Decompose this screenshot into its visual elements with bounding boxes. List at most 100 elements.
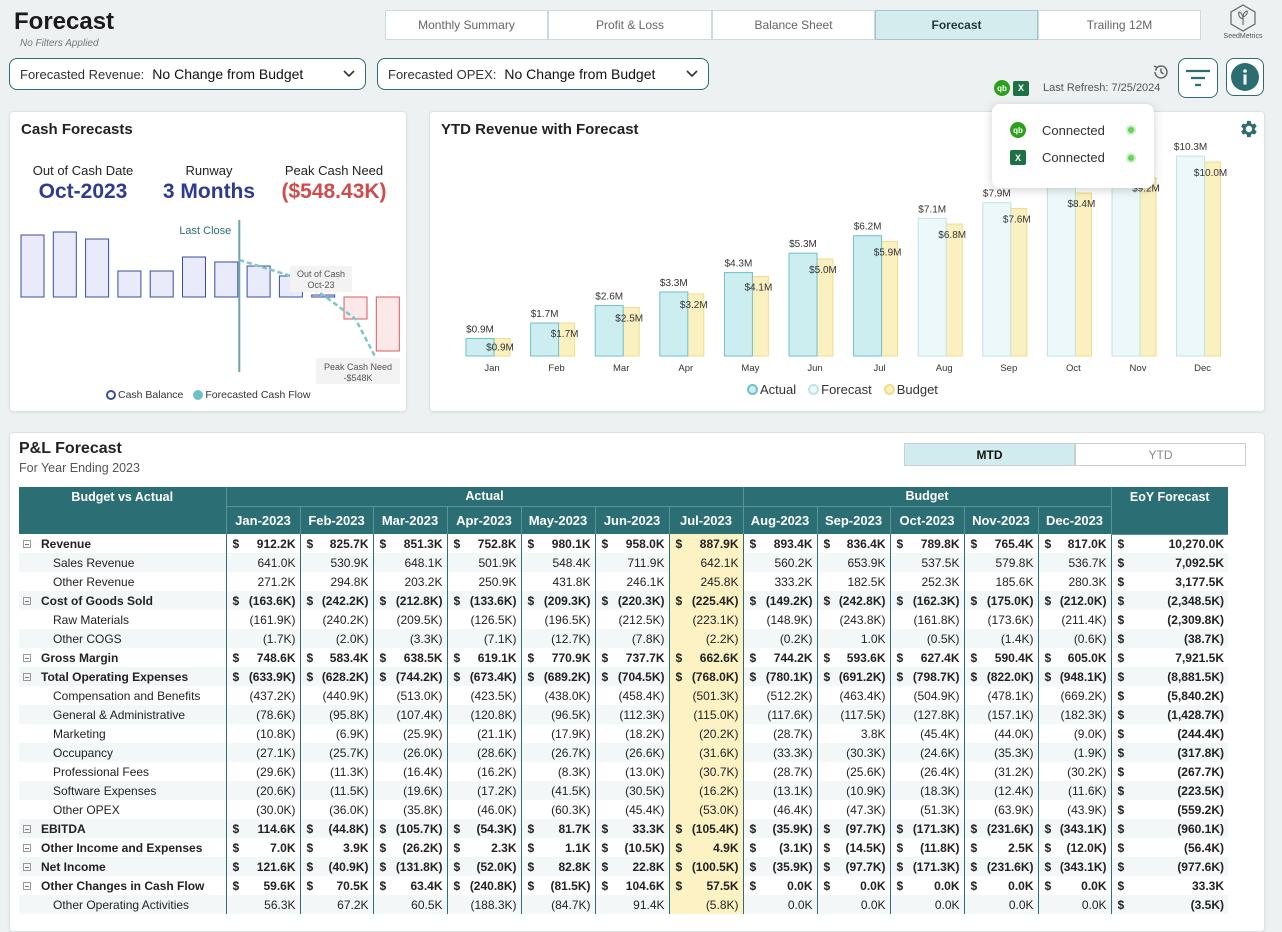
table-cell: (43.9K) bbox=[1037, 800, 1111, 819]
table-cell: (10.8K) bbox=[225, 724, 300, 743]
legend-forecast: Forecast bbox=[821, 382, 872, 397]
table-cell: $0.0K bbox=[963, 876, 1038, 895]
collapse-icon[interactable] bbox=[23, 597, 31, 606]
table-row: Sales Revenue 641.0K 530.9K 648.1K 501.9K 548… bbox=[19, 553, 1228, 572]
eoy-cell: $ (2,309.8K) bbox=[1110, 610, 1228, 629]
table-cell: $ (105.7K) bbox=[372, 819, 447, 838]
table-cell: $70.5K bbox=[299, 876, 373, 895]
table-cell: (84.7K) bbox=[520, 895, 595, 914]
table-cell: 56.3K bbox=[225, 895, 300, 914]
table-cell: (5.8K) bbox=[668, 895, 743, 914]
table-cell: (12.7K) bbox=[520, 629, 595, 648]
filter-button[interactable] bbox=[1178, 58, 1218, 98]
table-cell: 203.2K bbox=[372, 572, 447, 591]
row-label-text: Occupancy bbox=[53, 745, 114, 760]
pl-table: Budget vs Actual Actual Budget EoY Forec… bbox=[19, 487, 1228, 914]
table-cell: $3.9K bbox=[299, 838, 373, 857]
row-label-text: Sales Revenue bbox=[53, 555, 135, 570]
row-label[interactable]: Revenue bbox=[19, 534, 226, 553]
row-label-text: General & Administrative bbox=[53, 707, 186, 722]
bar-top-label: $4.3M bbox=[725, 259, 753, 270]
table-cell: (161.9K) bbox=[225, 610, 300, 629]
table-cell: (107.4K) bbox=[372, 705, 447, 724]
bar-top-label: $5.3M bbox=[789, 239, 817, 250]
tab-trailing-12m[interactable]: Trailing 12M bbox=[1038, 10, 1201, 40]
table-cell: 711.9K bbox=[594, 553, 669, 572]
table-cell: $ (35.9K) bbox=[742, 819, 817, 838]
table-cell: (173.6K) bbox=[963, 610, 1038, 629]
budget-label: $7.6M bbox=[1003, 215, 1031, 226]
collapse-icon[interactable] bbox=[23, 540, 31, 549]
table-cell: (31.6K) bbox=[668, 743, 743, 762]
x-tick-label: Oct bbox=[1066, 363, 1081, 374]
table-cell: 271.2K bbox=[225, 572, 300, 591]
row-label[interactable]: Other Income and Expenses bbox=[19, 838, 226, 857]
table-cell: 548.4K bbox=[520, 553, 595, 572]
x-tick-label: Aug bbox=[936, 363, 953, 374]
eoy-cell: $ (8,881.5K) bbox=[1110, 667, 1228, 686]
kpi-out-of-cash: Out of Cash Date Oct-2023 bbox=[22, 163, 144, 204]
table-cell: $ (212.0K) bbox=[1037, 591, 1111, 610]
table-cell: (117.5K) bbox=[816, 705, 890, 724]
cash-bar bbox=[375, 296, 400, 352]
forecasted-revenue-dropdown[interactable]: Forecasted Revenue: No Change from Budge… bbox=[9, 58, 366, 90]
toggle-mtd[interactable]: MTD bbox=[904, 443, 1075, 466]
row-label-text: Other Income and Expenses bbox=[41, 840, 203, 855]
table-cell: (209.5K) bbox=[372, 610, 447, 629]
collapse-icon[interactable] bbox=[23, 825, 31, 834]
tab-monthly-summary[interactable]: Monthly Summary bbox=[385, 10, 548, 40]
collapse-icon[interactable] bbox=[23, 882, 31, 891]
row-label[interactable]: Gross Margin bbox=[19, 648, 226, 667]
filters-note: No Filters Applied bbox=[20, 38, 99, 49]
cash-bar bbox=[149, 270, 174, 298]
table-cell: (2.2K) bbox=[668, 629, 743, 648]
table-cell: (25.7K) bbox=[299, 743, 373, 762]
row-label[interactable]: Net Income bbox=[19, 857, 226, 876]
tab-balance-sheet[interactable]: Balance Sheet bbox=[712, 10, 875, 40]
forecast-bar bbox=[1111, 171, 1141, 357]
table-cell: (512.2K) bbox=[742, 686, 817, 705]
info-button[interactable] bbox=[1226, 58, 1264, 96]
forecasted-revenue-value: No Change from Budget bbox=[152, 66, 304, 82]
collapse-icon[interactable] bbox=[23, 673, 31, 682]
bar-top-label: $1.7M bbox=[531, 309, 559, 320]
row-label[interactable]: Cost of Goods Sold bbox=[19, 591, 226, 610]
kpi-label: Peak Cash Need bbox=[284, 163, 384, 178]
x-tick-label: Jan bbox=[484, 363, 499, 374]
table-cell: $ (100.5K) bbox=[668, 857, 743, 876]
row-label: Occupancy bbox=[19, 743, 226, 762]
last-refresh-text: Last Refresh: 7/25/2024 bbox=[1043, 82, 1161, 94]
table-cell: $ (704.5K) bbox=[594, 667, 669, 686]
table-cell: (19.6K) bbox=[372, 781, 447, 800]
toggle-ytd[interactable]: YTD bbox=[1075, 443, 1246, 466]
collapse-icon[interactable] bbox=[23, 654, 31, 663]
row-label[interactable]: EBITDA bbox=[19, 819, 226, 838]
table-cell: (45.4K) bbox=[594, 800, 669, 819]
table-cell: $980.1K bbox=[520, 534, 595, 553]
x-tick-label: Jun bbox=[807, 363, 822, 374]
table-cell: (26.6K) bbox=[594, 743, 669, 762]
row-label-text: Marketing bbox=[53, 726, 106, 741]
table-cell: (11.6K) bbox=[1037, 781, 1111, 800]
table-cell: (30.5K) bbox=[594, 781, 669, 800]
collapse-icon[interactable] bbox=[23, 844, 31, 853]
eoy-cell: $33.3K bbox=[1110, 876, 1228, 895]
tab-profit-loss[interactable]: Profit & Loss bbox=[548, 10, 712, 40]
collapse-icon[interactable] bbox=[23, 863, 31, 872]
table-cell: $114.6K bbox=[225, 819, 300, 838]
row-label[interactable]: Total Operating Expenses bbox=[19, 667, 226, 686]
table-cell: (223.1K) bbox=[668, 610, 743, 629]
table-cell: 3.8K bbox=[816, 724, 890, 743]
table-cell: 0.0K bbox=[1037, 895, 1111, 914]
table-cell: $ (768.0K) bbox=[668, 667, 743, 686]
out-of-cash-date-text: Oct-23 bbox=[307, 280, 334, 290]
logo: SeedMetrics bbox=[1220, 4, 1266, 48]
eoy-cell: $ (977.6K) bbox=[1110, 857, 1228, 876]
tab-forecast[interactable]: Forecast bbox=[875, 10, 1038, 40]
table-cell: (44.0K) bbox=[963, 724, 1038, 743]
table-cell: $ (131.8K) bbox=[372, 857, 447, 876]
history-icon[interactable] bbox=[1151, 62, 1171, 82]
row-label[interactable]: Other Changes in Cash Flow bbox=[19, 876, 226, 895]
forecasted-opex-dropdown[interactable]: Forecasted OPEX: No Change from Budget bbox=[377, 58, 709, 90]
gear-icon[interactable] bbox=[1237, 118, 1259, 140]
